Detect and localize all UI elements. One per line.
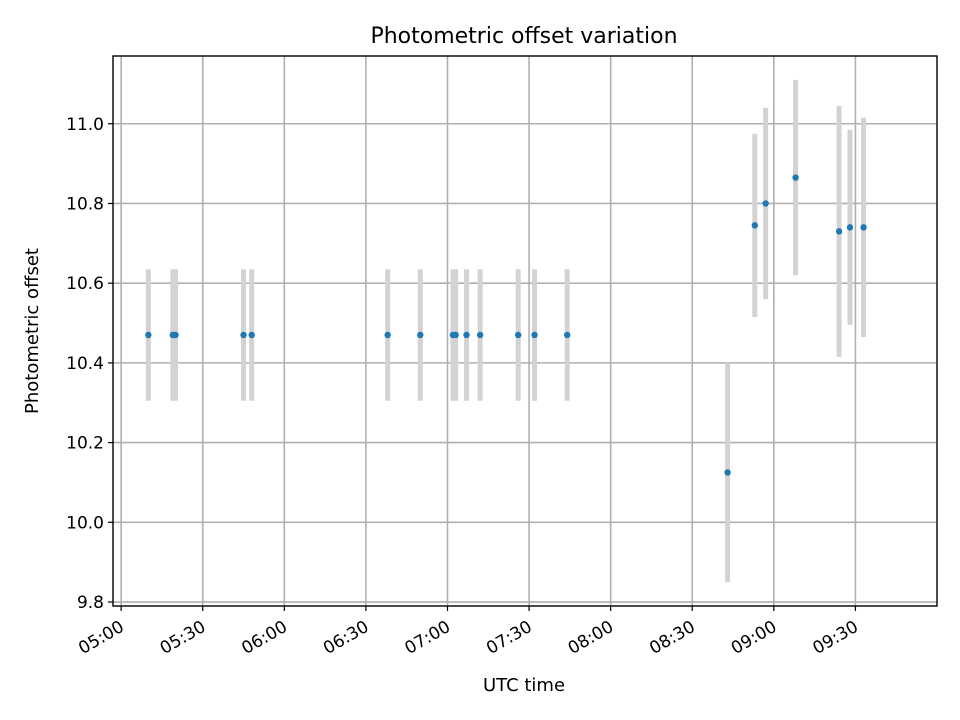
y-tick-label: 10.2 (66, 434, 104, 454)
y-tick-label: 10.8 (66, 194, 104, 214)
x-tick-label: 08:00 (565, 617, 617, 659)
y-tick-label: 10.4 (66, 354, 104, 374)
y-axis: 9.8 10.0 10.2 10.4 10.6 10.8 11.0 (66, 115, 113, 613)
x-tick-label: 05:30 (157, 617, 209, 659)
y-tick-label: 10.0 (66, 513, 104, 533)
y-axis-label: Photometric offset (22, 248, 43, 414)
x-tick-label: 06:00 (238, 617, 290, 659)
data-point (476, 331, 484, 339)
data-point (240, 331, 247, 339)
data-point (846, 224, 854, 231)
data-point (724, 469, 731, 476)
x-tick-label: 08:30 (646, 617, 698, 659)
data-point (762, 200, 769, 207)
error-bars (145, 79, 867, 583)
data-point (751, 222, 758, 229)
y-tick-label: 9.8 (77, 593, 104, 613)
data-point (248, 331, 255, 339)
data-point (172, 331, 179, 339)
data-point (515, 331, 522, 339)
data-point (452, 331, 459, 339)
data-point (384, 331, 391, 339)
data-points (145, 174, 867, 476)
data-point (463, 331, 470, 339)
y-tick-label: 11.0 (66, 115, 104, 135)
x-tick-label: 09:30 (809, 617, 861, 659)
x-axis-label: UTC time (483, 675, 565, 696)
grid (113, 56, 937, 606)
data-point (835, 228, 843, 235)
x-tick-label: 09:00 (728, 617, 780, 659)
x-tick-label: 06:30 (320, 617, 372, 659)
data-point (792, 174, 799, 181)
data-point (563, 331, 571, 339)
data-point (417, 331, 424, 339)
data-point (860, 224, 867, 231)
chart-title: Photometric offset variation (370, 24, 677, 49)
x-tick-label: 07:30 (483, 617, 535, 659)
data-point (531, 331, 538, 339)
x-tick-label: 07:00 (402, 617, 454, 659)
data-point (145, 331, 152, 339)
x-tick-label: 05:00 (75, 617, 127, 659)
plot-frame (112, 55, 938, 607)
y-tick-label: 10.6 (66, 274, 104, 294)
x-axis: 05:00 05:30 06:00 06:30 07:00 07:30 08:00 08:30… (75, 606, 862, 659)
